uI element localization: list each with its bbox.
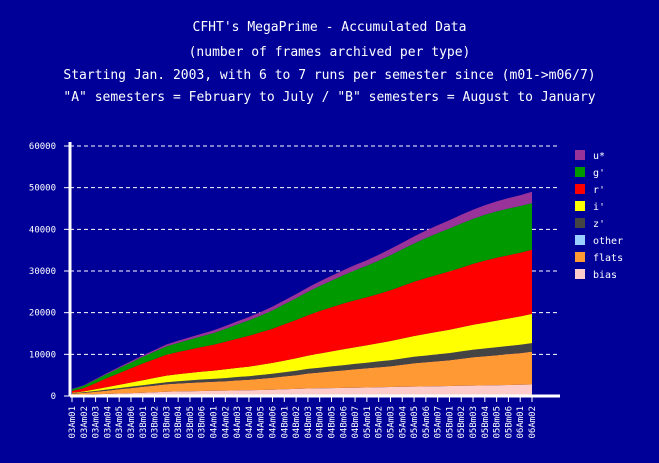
- x-tick-label: 04Am03: [233, 406, 243, 439]
- y-tick-label: 50000: [29, 184, 56, 194]
- x-tick-label: 04Am06: [269, 406, 279, 439]
- legend-label: g': [593, 168, 605, 179]
- legend-swatch: [575, 218, 585, 228]
- y-tick-label: 0: [51, 392, 56, 402]
- x-tick-label: 05Bm06: [504, 406, 514, 439]
- legend-swatch: [575, 235, 585, 245]
- x-tick-label: 03Am05: [115, 406, 125, 439]
- x-tick-label: 03Bm01: [139, 406, 149, 439]
- x-tick-label: 03Bm03: [162, 406, 172, 439]
- area-layer: [72, 191, 532, 396]
- x-tick-label: 05Bm04: [481, 406, 491, 439]
- x-tick-label: 06Am02: [528, 406, 538, 439]
- x-tick-label: 06Am01: [516, 406, 526, 439]
- x-tick-label: 05Bm03: [469, 406, 479, 439]
- chart-title-line-2: (number of frames archived per type): [188, 45, 471, 60]
- x-tick-label: 03Am01: [68, 406, 78, 439]
- x-tick-label: 04Am04: [245, 406, 255, 439]
- x-tick-label: 03Bm05: [186, 406, 196, 439]
- chart-title-line-3: Starting Jan. 2003, with 6 to 7 runs per…: [63, 68, 596, 83]
- legend-label: flats: [593, 253, 623, 264]
- legend-label: r': [593, 185, 605, 196]
- x-tick-label: 05Am01: [363, 406, 373, 439]
- x-tick-label: 05Am02: [375, 406, 385, 439]
- legend-label: i': [593, 202, 605, 213]
- legend-label: bias: [593, 270, 617, 281]
- area-series-r: [72, 249, 532, 393]
- x-tick-label: 05Bm02: [457, 406, 467, 439]
- x-tick-label: 05Bm01: [445, 406, 455, 439]
- chart-title-line-1: CFHT's MegaPrime - Accumulated Data: [192, 20, 467, 35]
- legend-label: other: [593, 236, 623, 247]
- x-tick-label: 04Bm07: [351, 406, 361, 439]
- area-series-z: [72, 343, 532, 394]
- legend-swatch: [575, 201, 585, 211]
- legend-swatch: [575, 150, 585, 160]
- y-tick-label: 10000: [29, 350, 56, 360]
- x-tick-label: 03Bm06: [198, 406, 208, 439]
- x-tick-label: 05Bm05: [493, 406, 503, 439]
- chart-title-line-4: "A" semesters = February to July / "B" s…: [63, 90, 596, 105]
- x-tick-label: 03Am06: [127, 406, 137, 439]
- x-tick-label: 05Am03: [387, 406, 397, 439]
- legend-label: u*: [593, 151, 605, 162]
- x-tick-label: 04Am05: [257, 406, 267, 439]
- y-tick-label: 20000: [29, 309, 56, 319]
- legend-swatch: [575, 269, 585, 279]
- x-tick-label: 05Am07: [434, 406, 444, 439]
- x-tick-label: 04Bm02: [292, 406, 302, 439]
- x-tick-label: 03Am04: [103, 406, 113, 439]
- x-tick-label: 03Am02: [80, 406, 90, 439]
- x-tick-label: 04Bm01: [280, 406, 290, 439]
- area-series-flats: [72, 351, 532, 395]
- x-tick-label: 04Bm03: [304, 406, 314, 439]
- legend-swatch: [575, 167, 585, 177]
- x-tick-label: 04Am01: [210, 406, 220, 439]
- x-tick-label: 03Bm04: [174, 406, 184, 439]
- x-tick-label: 04Am02: [221, 406, 231, 439]
- y-tick-label: 60000: [29, 142, 56, 152]
- area-series-g: [72, 203, 532, 391]
- legend-swatch: [575, 252, 585, 262]
- y-tick-label: 40000: [29, 225, 56, 235]
- x-tick-label: 04Bm05: [328, 406, 338, 439]
- area-series-u: [72, 191, 532, 390]
- x-tick-label: 05Am05: [410, 406, 420, 439]
- x-tick-label: 05Am04: [398, 406, 408, 439]
- x-tick-label: 03Am03: [92, 406, 102, 439]
- legend-swatch: [575, 184, 585, 194]
- x-tick-label: 04Bm04: [316, 406, 326, 439]
- y-tick-label: 30000: [29, 267, 56, 277]
- x-tick-label: 04Bm06: [339, 406, 349, 439]
- area-series-i: [72, 313, 532, 394]
- area-series-bias: [72, 384, 532, 396]
- legend-label: z': [593, 219, 605, 230]
- x-tick-label: 05Am06: [422, 406, 432, 439]
- x-tick-label: 03Bm02: [151, 406, 161, 439]
